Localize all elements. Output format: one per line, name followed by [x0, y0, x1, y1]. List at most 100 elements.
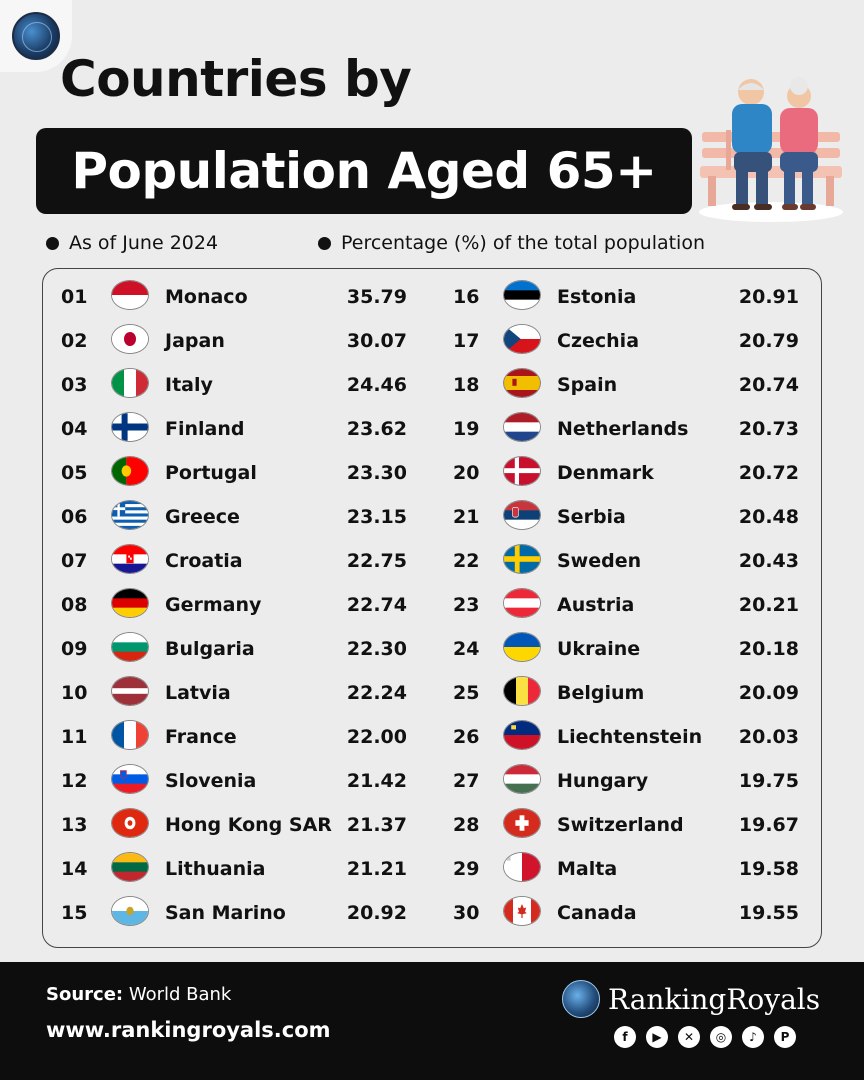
table-row: 24 Ukraine 20.18	[453, 629, 803, 669]
table-row: 01 Monaco 35.79	[61, 277, 411, 317]
ukraine-flag-icon	[503, 632, 541, 662]
table-row: 18 Spain 20.74	[453, 365, 803, 405]
france-flag-icon	[111, 720, 149, 750]
percentage-value: 30.07	[346, 330, 407, 352]
instagram-icon[interactable]: ◎	[710, 1026, 732, 1048]
title-box: Population Aged 65+	[36, 128, 692, 214]
table-row: 25 Belgium 20.09	[453, 673, 803, 713]
country-name: Portugal	[165, 462, 257, 484]
denmark-flag-icon	[503, 456, 541, 486]
country-name: Denmark	[557, 462, 654, 484]
country-name: Latvia	[165, 682, 231, 704]
table-row: 26 Liechtenstein 20.03	[453, 717, 803, 757]
metric-text: Percentage (%) of the total population	[341, 232, 706, 254]
metric-note: Percentage (%) of the total population	[318, 232, 705, 254]
brand-name: RankingRoyals	[608, 982, 821, 1016]
czechia-flag-icon	[503, 324, 541, 354]
percentage-value: 19.58	[738, 858, 799, 880]
percentage-value: 23.15	[346, 506, 407, 528]
pinterest-icon[interactable]: P	[774, 1026, 796, 1048]
lithuania-flag-icon	[111, 852, 149, 882]
country-name: Hong Kong SAR	[165, 814, 332, 836]
latvia-flag-icon	[111, 676, 149, 706]
rank-number: 08	[61, 594, 88, 616]
rank-number: 07	[61, 550, 88, 572]
tiktok-icon[interactable]: ♪	[742, 1026, 764, 1048]
slovenia-flag-icon	[111, 764, 149, 794]
rank-number: 14	[61, 858, 88, 880]
percentage-value: 20.79	[738, 330, 799, 352]
rank-number: 24	[453, 638, 480, 660]
title-line-2: Population Aged 65+	[71, 142, 657, 200]
rank-number: 02	[61, 330, 88, 352]
netherlands-flag-icon	[503, 412, 541, 442]
notes-row: As of June 2024 Percentage (%) of the to…	[0, 232, 864, 260]
source-value: World Bank	[128, 984, 232, 1005]
country-name: Croatia	[165, 550, 243, 572]
table-row: 23 Austria 20.21	[453, 585, 803, 625]
percentage-value: 20.43	[738, 550, 799, 572]
table-row: 22 Sweden 20.43	[453, 541, 803, 581]
rank-number: 22	[453, 550, 480, 572]
x-icon[interactable]: ✕	[678, 1026, 700, 1048]
country-name: Serbia	[557, 506, 626, 528]
percentage-value: 23.62	[346, 418, 407, 440]
country-name: Finland	[165, 418, 245, 440]
hungary-flag-icon	[503, 764, 541, 794]
country-name: Bulgaria	[165, 638, 255, 660]
greece-flag-icon	[111, 500, 149, 530]
table-row: 21 Serbia 20.48	[453, 497, 803, 537]
table-row: 15 San Marino 20.92	[61, 893, 411, 933]
country-name: Sweden	[557, 550, 642, 572]
japan-flag-icon	[111, 324, 149, 354]
rank-number: 13	[61, 814, 88, 836]
rank-number: 16	[453, 286, 480, 308]
table-row: 16 Estonia 20.91	[453, 277, 803, 317]
sanmarino-flag-icon	[111, 896, 149, 926]
table-row: 13 Hong Kong SAR 21.37	[61, 805, 411, 845]
spain-flag-icon	[503, 368, 541, 398]
country-name: Monaco	[165, 286, 248, 308]
country-name: Spain	[557, 374, 618, 396]
globe-logo-icon	[12, 12, 60, 60]
austria-flag-icon	[503, 588, 541, 618]
website-link[interactable]: www.rankingroyals.com	[46, 1018, 331, 1042]
brand: RankingRoyals	[562, 980, 820, 1018]
country-name: Estonia	[557, 286, 637, 308]
facebook-icon[interactable]: f	[614, 1026, 636, 1048]
rank-number: 18	[453, 374, 480, 396]
percentage-value: 19.55	[738, 902, 799, 924]
country-name: Italy	[165, 374, 213, 396]
rank-number: 28	[453, 814, 480, 836]
table-row: 19 Netherlands 20.73	[453, 409, 803, 449]
youtube-icon[interactable]: ▶	[646, 1026, 668, 1048]
country-name: Austria	[557, 594, 635, 616]
percentage-value: 22.74	[346, 594, 407, 616]
percentage-value: 19.75	[738, 770, 799, 792]
bulgaria-flag-icon	[111, 632, 149, 662]
as-of-note: As of June 2024	[46, 232, 218, 254]
percentage-value: 21.37	[346, 814, 407, 836]
table-row: 27 Hungary 19.75	[453, 761, 803, 801]
canada-flag-icon	[503, 896, 541, 926]
percentage-value: 24.46	[346, 374, 407, 396]
table-row: 14 Lithuania 21.21	[61, 849, 411, 889]
rank-number: 11	[61, 726, 88, 748]
table-row: 20 Denmark 20.72	[453, 453, 803, 493]
percentage-value: 35.79	[346, 286, 407, 308]
rank-number: 09	[61, 638, 88, 660]
footer: Source: World Bank www.rankingroyals.com…	[0, 962, 864, 1080]
rank-number: 05	[61, 462, 88, 484]
rank-number: 01	[61, 286, 88, 308]
percentage-value: 21.42	[346, 770, 407, 792]
table-row: 30 Canada 19.55	[453, 893, 803, 933]
table-row: 06 Greece 23.15	[61, 497, 411, 537]
table-row: 07 Croatia 22.75	[61, 541, 411, 581]
germany-flag-icon	[111, 588, 149, 618]
table-row: 05 Portugal 23.30	[61, 453, 411, 493]
title-line-1: Countries by	[60, 50, 412, 108]
rank-number: 10	[61, 682, 88, 704]
rank-number: 04	[61, 418, 88, 440]
percentage-value: 22.75	[346, 550, 407, 572]
rank-number: 29	[453, 858, 480, 880]
